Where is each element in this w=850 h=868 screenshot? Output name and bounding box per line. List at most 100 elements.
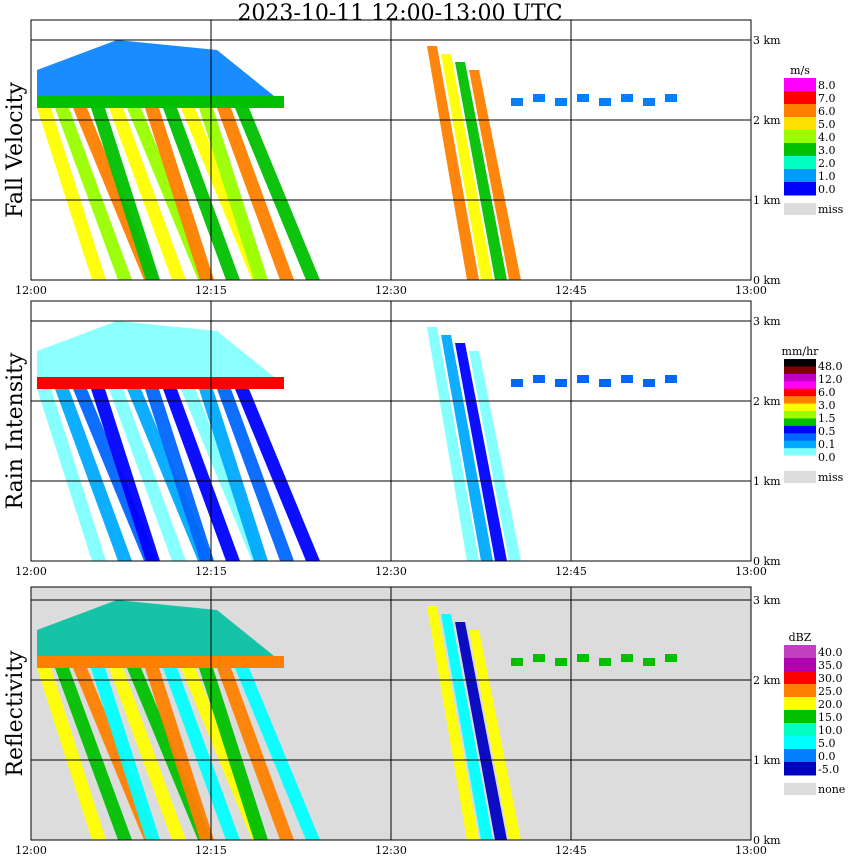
fall-streak xyxy=(217,668,294,840)
colorbar-label: 20.0 xyxy=(818,698,843,711)
colorbar-unit: dBZ xyxy=(789,631,812,644)
colorbar-swatch xyxy=(784,388,816,397)
fall-streak xyxy=(91,389,160,561)
fall-streak xyxy=(455,622,507,840)
colorbar-label: 35.0 xyxy=(818,659,843,672)
colorbar-swatch xyxy=(784,373,816,382)
fall-streak xyxy=(455,62,507,280)
echo-cell xyxy=(621,375,633,383)
fall-streak xyxy=(469,351,521,561)
colorbar-label: 40.0 xyxy=(818,646,843,659)
x-tick-label: 12:00 xyxy=(15,284,47,297)
echo-cell xyxy=(511,658,523,666)
y-tick-label: 3 km xyxy=(753,34,781,47)
echo-cell xyxy=(555,98,567,106)
echo-cell xyxy=(511,98,523,106)
colorbar-label: 30.0 xyxy=(818,672,843,685)
panels: 0 km 1 km 2 km 3 km 12:00 12:15 12:30 12:45 13:0… xyxy=(3,19,845,857)
panel-ylabel: Rain Intensity xyxy=(3,352,28,509)
colorbar-label: 10.0 xyxy=(818,724,843,737)
y-tick-label: 3 km xyxy=(753,594,781,607)
colorbar-swatch xyxy=(784,169,816,183)
fall-streak xyxy=(145,668,214,840)
fall-streak xyxy=(163,389,240,561)
fall-streak xyxy=(37,389,106,561)
colorbar-missing-swatch xyxy=(784,783,816,795)
fall-streak xyxy=(91,108,160,280)
colorbar-swatch xyxy=(784,684,816,698)
echo-cell xyxy=(599,658,611,666)
fall-streak xyxy=(235,108,320,280)
colorbar-swatch xyxy=(784,736,816,750)
y-tick-label: 2 km xyxy=(753,674,781,687)
echo-cell xyxy=(599,379,611,387)
fall-streak xyxy=(91,668,160,840)
fall-streak xyxy=(199,668,268,840)
panel-2: 0 km 1 km 2 km 3 km 12:00 12:15 12:30 12:45 13:0… xyxy=(3,300,844,578)
echo-cell xyxy=(577,654,589,662)
y-tick-label: 0 km xyxy=(753,834,781,847)
echo-layer xyxy=(37,321,677,561)
fall-streak xyxy=(37,108,106,280)
y-tick-label: 0 km xyxy=(753,274,781,287)
colorbar-swatch xyxy=(784,104,816,118)
colorbar-label: 2.0 xyxy=(818,157,836,170)
colorbar-swatch xyxy=(784,359,816,367)
fall-streak xyxy=(427,327,479,561)
colorbar-label: 6.0 xyxy=(818,386,836,399)
bright-band xyxy=(37,96,284,108)
fall-streak xyxy=(199,389,268,561)
colorbar-swatch xyxy=(784,645,816,659)
colorbar-swatch xyxy=(784,381,816,390)
echo-cell xyxy=(577,94,589,102)
colorbar-unit: m/s xyxy=(790,64,810,77)
colorbar-label: 15.0 xyxy=(818,711,843,724)
echo-cell xyxy=(555,379,567,387)
colorbar-swatch xyxy=(784,697,816,711)
fall-streak xyxy=(199,108,268,280)
x-tick-label: 12:15 xyxy=(195,844,227,857)
y-tick-label: 3 km xyxy=(753,315,781,328)
echo-cell xyxy=(621,654,633,662)
panel-ylabel: Fall Velocity xyxy=(3,82,28,218)
fall-streak xyxy=(163,108,240,280)
echo-cell xyxy=(665,654,677,662)
colorbar-swatch xyxy=(784,418,816,427)
echo-cell xyxy=(555,658,567,666)
echo-cell xyxy=(665,375,677,383)
fall-streak xyxy=(455,343,507,561)
fall-streak xyxy=(145,389,214,561)
colorbar-label: 3.0 xyxy=(818,144,836,157)
y-tick-label: 0 km xyxy=(753,555,781,568)
plot-border xyxy=(30,19,752,281)
colorbar-label: 7.0 xyxy=(818,92,836,105)
x-tick-label: 12:45 xyxy=(555,284,587,297)
bright-band xyxy=(37,377,284,389)
colorbar-swatch xyxy=(784,91,816,105)
colorbar-swatch xyxy=(784,440,816,449)
colorbar-swatch xyxy=(784,182,816,196)
colorbar-swatch xyxy=(784,403,816,412)
colorbar-swatch xyxy=(784,143,816,157)
fall-streak xyxy=(109,389,186,561)
colorbar-unit: mm/hr xyxy=(782,345,820,358)
colorbar-label: 0.0 xyxy=(818,750,836,763)
colorbar-swatch xyxy=(784,658,816,672)
colorbar-swatch xyxy=(784,366,816,375)
echo-cell xyxy=(577,375,589,383)
colorbar-label: 6.0 xyxy=(818,105,836,118)
colorbar-label: 0.0 xyxy=(818,451,836,464)
echo-layer xyxy=(37,600,677,840)
x-tick-label: 12:30 xyxy=(375,565,407,578)
fall-streak xyxy=(441,54,493,280)
fall-streak xyxy=(55,389,132,561)
x-tick-label: 13:00 xyxy=(735,565,767,578)
echo-upper xyxy=(37,40,284,104)
colorbar-swatch xyxy=(784,425,816,434)
fall-streak xyxy=(145,108,214,280)
colorbar-label: 8.0 xyxy=(818,79,836,92)
echo-layer xyxy=(37,40,677,280)
fall-streak xyxy=(235,389,320,561)
colorbar-swatch xyxy=(784,710,816,724)
echo-cell xyxy=(643,379,655,387)
